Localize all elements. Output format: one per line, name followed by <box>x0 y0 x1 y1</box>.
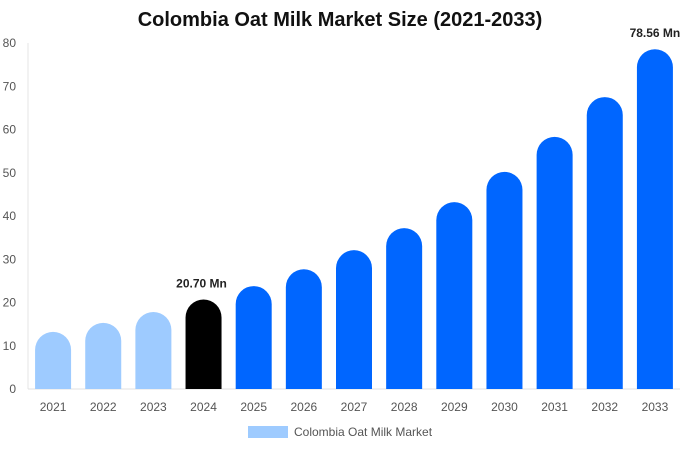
x-tick-label: 2021 <box>40 400 67 414</box>
chart-title: Colombia Oat Milk Market Size (2021-2033… <box>137 9 543 31</box>
bar-2031 <box>536 136 573 389</box>
legend: Colombia Oat Milk Market <box>248 425 432 439</box>
x-tick-label: 2026 <box>290 400 317 414</box>
x-tick-label: 2027 <box>341 400 368 414</box>
x-tick-label: 2028 <box>391 400 418 414</box>
x-tick-label: 2024 <box>190 400 217 414</box>
bar-2021 <box>35 331 72 389</box>
x-tick-label: 2033 <box>642 400 669 414</box>
legend-swatch <box>248 426 288 438</box>
y-tick-label: 20 <box>3 296 17 310</box>
bar-2032 <box>586 97 623 389</box>
y-tick-label: 30 <box>3 252 17 266</box>
y-tick-label: 0 <box>9 382 16 396</box>
x-tick-label: 2031 <box>541 400 568 414</box>
x-tick-label: 2032 <box>591 400 618 414</box>
x-tick-label: 2022 <box>90 400 117 414</box>
data-label: 20.70 Mn <box>176 276 227 290</box>
legend-label: Colombia Oat Milk Market <box>294 425 433 439</box>
y-tick-label: 80 <box>3 36 17 50</box>
y-tick-label: 10 <box>3 339 17 353</box>
bar-2024 <box>185 299 222 389</box>
bar-2023 <box>135 312 172 389</box>
data-label: 78.56 Mn <box>630 26 680 40</box>
bar-2030 <box>486 171 523 389</box>
x-tick-label: 2030 <box>491 400 518 414</box>
bar-2028 <box>386 228 423 389</box>
y-tick-label: 60 <box>3 123 17 137</box>
bar-2022 <box>85 322 122 389</box>
y-tick-label: 50 <box>3 166 17 180</box>
x-tick-label: 2025 <box>240 400 267 414</box>
x-tick-label: 2023 <box>140 400 167 414</box>
x-tick-label: 2029 <box>441 400 468 414</box>
bar-2033 <box>636 49 673 389</box>
bar-2027 <box>336 250 372 389</box>
y-tick-label: 70 <box>3 79 17 93</box>
bar-2025 <box>235 286 272 389</box>
y-tick-label: 40 <box>3 209 17 223</box>
bar-2026 <box>285 269 322 389</box>
bar-2029 <box>436 202 473 389</box>
